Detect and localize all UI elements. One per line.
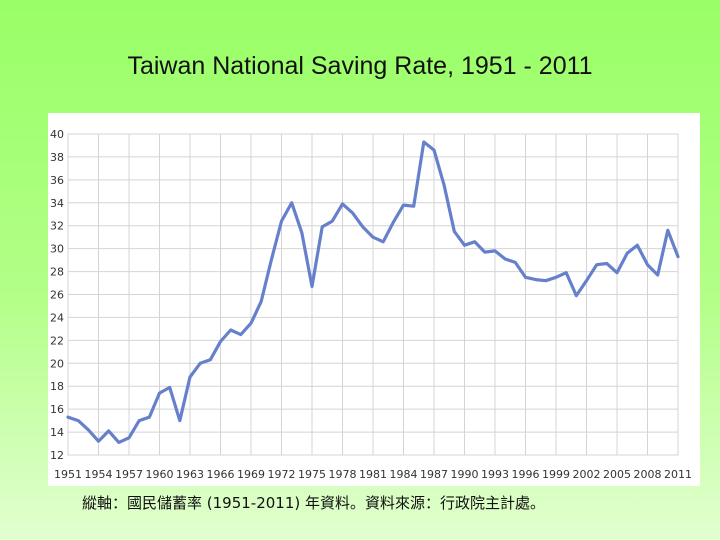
y-tick-label: 16: [50, 403, 64, 416]
x-tick-label: 1972: [268, 468, 296, 481]
x-tick-label: 2005: [603, 468, 631, 481]
x-axis-ticks: 1951 1954 1957 1960 1963 1966 1969 1972 1975 1978…: [54, 468, 692, 481]
x-tick-label: 1966: [207, 468, 235, 481]
x-tick-label: 1951: [54, 468, 82, 481]
y-tick-label: 24: [50, 311, 64, 324]
x-tick-label: 1987: [420, 468, 448, 481]
y-tick-label: 30: [50, 243, 64, 256]
y-tick-label: 14: [50, 426, 64, 439]
y-tick-label: 36: [50, 174, 64, 187]
source-caption: 縱軸：國民儲蓄率 (1951-2011) 年資料。資料來源：行政院主計處。: [82, 494, 546, 512]
x-tick-label: 1969: [237, 468, 265, 481]
plot-frame: [67, 133, 679, 456]
grid-lines: [67, 133, 679, 456]
y-tick-label: 26: [50, 289, 64, 302]
y-tick-label: 12: [50, 449, 64, 462]
x-tick-label: 2011: [664, 468, 692, 481]
x-tick-label: 1954: [85, 468, 113, 481]
y-tick-label: 20: [50, 357, 64, 370]
series-layer: [66, 140, 680, 444]
x-tick-label: 1960: [146, 468, 174, 481]
x-tick-label: 2002: [573, 468, 601, 481]
x-tick-label: 1975: [298, 468, 326, 481]
chart-panel: 12 14 16 18 20 22 24 26 28 30 32 34 36 38 40 1951 1954 1…: [48, 113, 700, 486]
x-tick-label: 1963: [176, 468, 204, 481]
x-tick-label: 1981: [359, 468, 387, 481]
y-tick-label: 28: [50, 266, 64, 279]
x-tick-label: 1996: [512, 468, 540, 481]
y-tick-label: 22: [50, 334, 64, 347]
x-tick-label: 2008: [634, 468, 662, 481]
x-tick-label: 1999: [542, 468, 570, 481]
x-tick-label: 1957: [115, 468, 143, 481]
y-tick-label: 34: [50, 197, 64, 210]
y-tick-label: 32: [50, 220, 64, 233]
x-tick-label: 1984: [390, 468, 418, 481]
slide-title: Taiwan National Saving Rate, 1951 - 2011: [127, 52, 593, 80]
y-tick-label: 18: [50, 380, 64, 393]
x-tick-label: 1990: [451, 468, 479, 481]
x-tick-label: 1978: [329, 468, 357, 481]
y-axis-ticks: 12 14 16 18 20 22 24 26 28 30 32 34 36 38 40: [50, 128, 64, 462]
x-tick-label: 1993: [481, 468, 509, 481]
y-tick-label: 40: [50, 128, 64, 141]
y-tick-label: 38: [50, 151, 64, 164]
